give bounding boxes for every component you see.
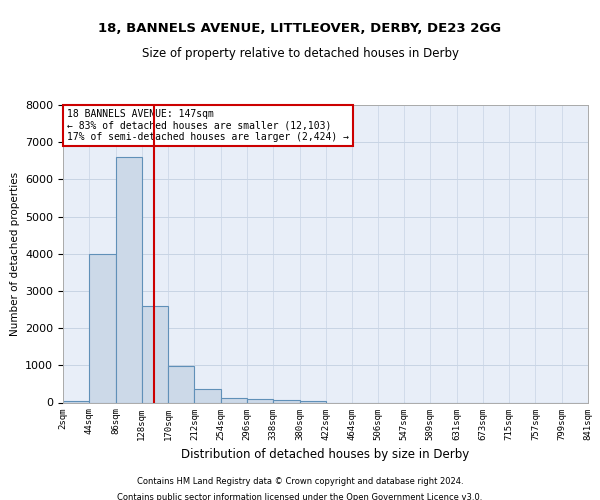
Bar: [194, 390, 221, 402]
Bar: [247, 399, 273, 402]
X-axis label: Distribution of detached houses by size in Derby: Distribution of detached houses by size …: [181, 448, 470, 461]
Bar: [221, 398, 247, 402]
Bar: [273, 400, 299, 402]
Bar: [63, 400, 89, 402]
Text: Size of property relative to detached houses in Derby: Size of property relative to detached ho…: [142, 48, 458, 60]
Text: Contains HM Land Registry data © Crown copyright and database right 2024.: Contains HM Land Registry data © Crown c…: [137, 478, 463, 486]
Text: 18, BANNELS AVENUE, LITTLEOVER, DERBY, DE23 2GG: 18, BANNELS AVENUE, LITTLEOVER, DERBY, D…: [98, 22, 502, 36]
Text: Contains public sector information licensed under the Open Government Licence v3: Contains public sector information licen…: [118, 492, 482, 500]
Bar: [168, 366, 194, 402]
Bar: [299, 400, 326, 402]
Bar: [89, 254, 116, 402]
Bar: [142, 306, 168, 402]
Y-axis label: Number of detached properties: Number of detached properties: [10, 172, 20, 336]
Bar: [116, 157, 142, 402]
Text: 18 BANNELS AVENUE: 147sqm
← 83% of detached houses are smaller (12,103)
17% of s: 18 BANNELS AVENUE: 147sqm ← 83% of detac…: [67, 108, 349, 142]
